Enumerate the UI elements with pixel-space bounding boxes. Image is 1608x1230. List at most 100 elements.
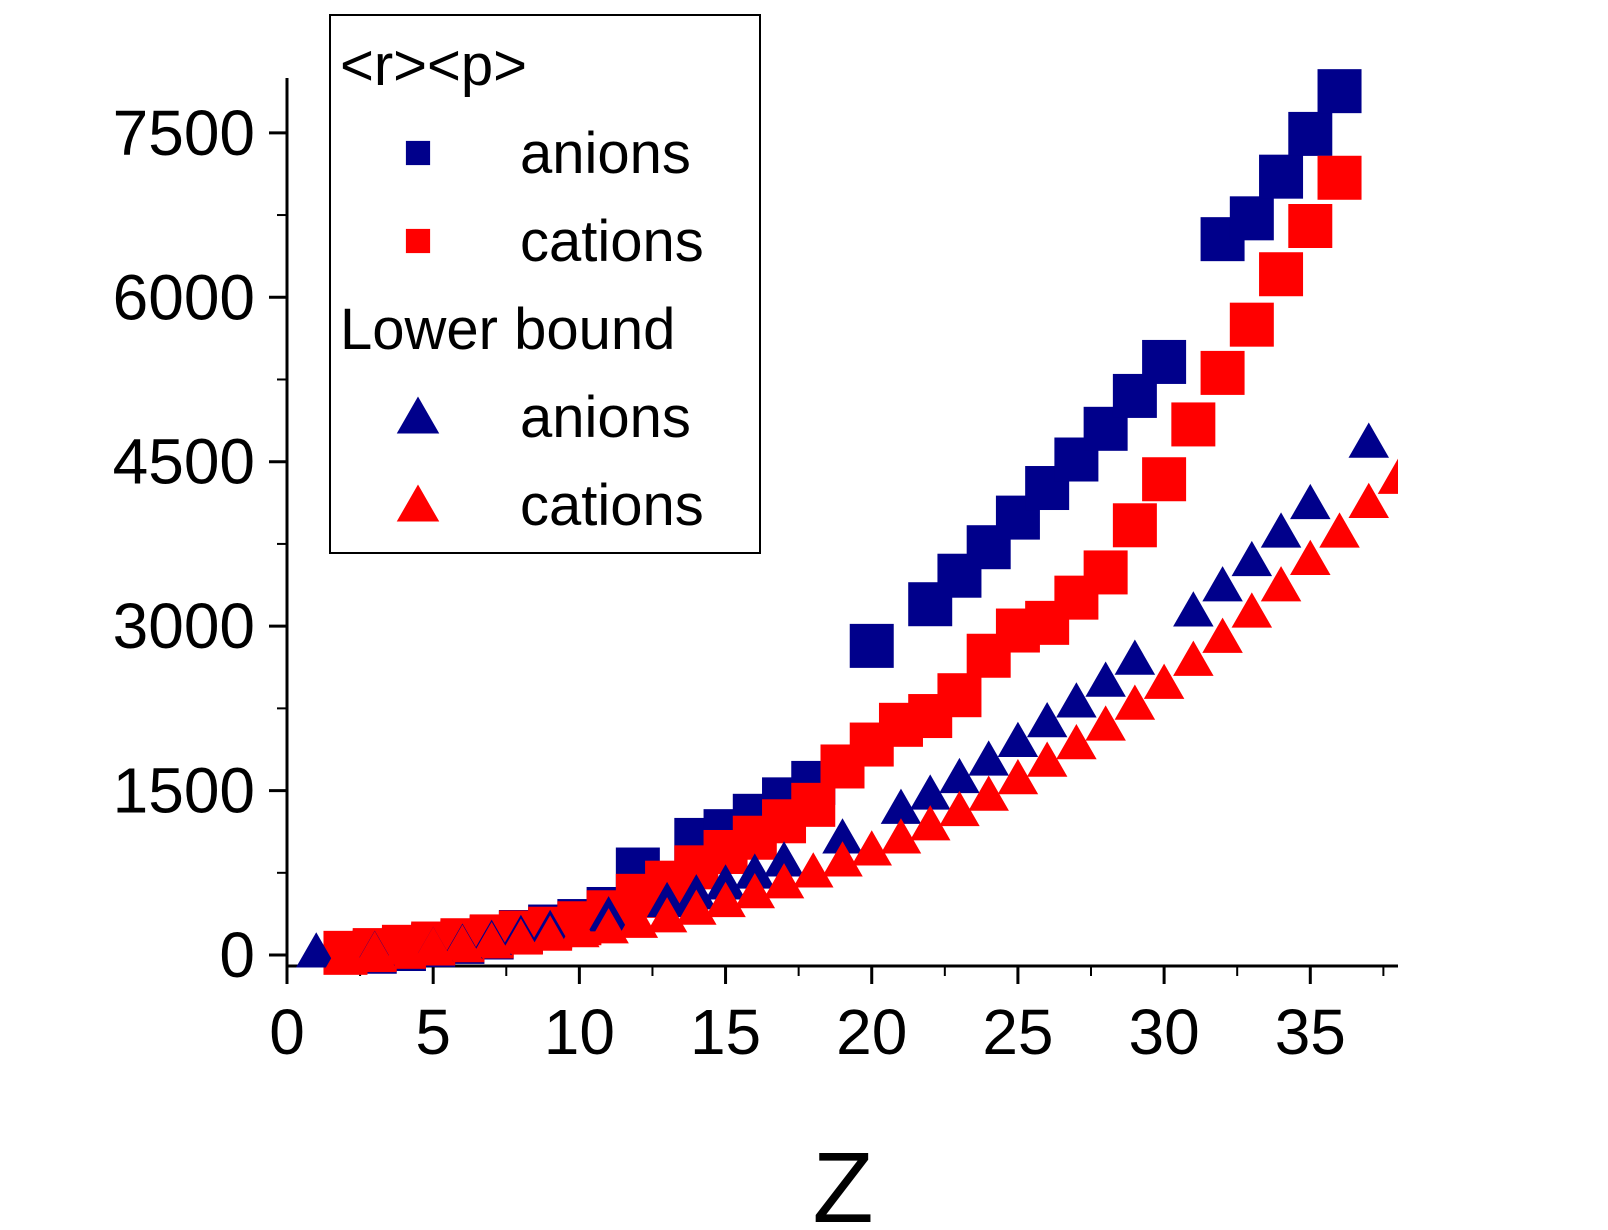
x-tick-label: 30 (1129, 996, 1200, 1068)
data-marks (295, 69, 1398, 975)
data-point-lower-bound-anions (1114, 639, 1156, 675)
data-point-lower-bound-anions (1173, 591, 1214, 627)
data-point-lower-bound-cations (471, 921, 512, 958)
legend-entry-label: cations (520, 209, 704, 274)
data-point-lower-bound-anions (1290, 483, 1331, 520)
data-point-lower-bound-cations (354, 931, 395, 967)
data-point-lower-bound-cations (793, 852, 834, 888)
data-point-rp-cations (1083, 550, 1128, 595)
data-point-lower-bound-cations (1348, 482, 1390, 519)
data-point-lower-bound-cations (968, 775, 1009, 811)
data-point-lower-bound-cations (588, 908, 629, 944)
data-point-lower-bound-anions (909, 774, 951, 810)
data-point-lower-bound-anions (734, 853, 776, 889)
data-point-rp-cations (1171, 402, 1216, 447)
legend-group-title: Lower bound (340, 297, 675, 362)
legend-entry-label: cations (520, 473, 704, 538)
data-point-lower-bound-cations (559, 911, 600, 948)
x-tick-label: 5 (415, 996, 451, 1068)
y-tick-label: 3000 (113, 590, 255, 662)
data-point-lower-bound-cations (1231, 592, 1273, 628)
data-point-lower-bound-cations (325, 933, 366, 969)
data-point-lower-bound-anions (1085, 661, 1126, 697)
y-tick-label: 7500 (113, 97, 255, 169)
data-point-lower-bound-cations (997, 759, 1039, 795)
data-point-lower-bound-anions (1202, 566, 1243, 602)
data-point-lower-bound-cations (1173, 640, 1214, 676)
x-tick-label: 35 (1275, 996, 1346, 1068)
data-point-lower-bound-cations (763, 863, 805, 899)
legend-marker (405, 228, 431, 254)
data-point-rp-cations (1317, 155, 1362, 200)
data-point-lower-bound-cations (1114, 684, 1156, 720)
data-point-rp-cations (1200, 350, 1245, 395)
legend-box (329, 14, 761, 554)
data-point-rp-anions (1142, 339, 1187, 384)
legend: <r><p> anions cations Lower bound anions cati… (329, 14, 761, 554)
data-point-lower-bound-anions (1056, 682, 1097, 718)
x-tick-label: 15 (690, 996, 761, 1068)
legend-group-title: <r><p> (340, 33, 527, 98)
data-point-lower-bound-cations (500, 918, 542, 954)
data-point-lower-bound-cations (1202, 617, 1243, 653)
data-point-lower-bound-cations (412, 926, 454, 963)
data-point-lower-bound-cations (851, 830, 892, 866)
data-point-lower-bound-cations (1290, 539, 1331, 576)
data-point-rp-anions (1288, 111, 1333, 156)
legend-marker (396, 484, 440, 522)
y-tick-label: 6000 (113, 261, 255, 333)
x-axis-title: Z (812, 1132, 873, 1230)
data-point-lower-bound-cations (529, 915, 571, 951)
x-tick-label: 25 (982, 996, 1053, 1068)
data-point-lower-bound-anions (1231, 540, 1273, 577)
data-point-rp-cations (1288, 204, 1333, 248)
data-point-lower-bound-cations (734, 873, 776, 909)
data-point-lower-bound-cations (880, 818, 922, 854)
data-point-lower-bound-cations (822, 841, 863, 877)
legend-marker (396, 396, 440, 434)
data-point-lower-bound-anions (1026, 702, 1068, 738)
data-point-lower-bound-cations (1026, 741, 1068, 777)
data-point-lower-bound-cations (939, 790, 980, 827)
data-point-lower-bound-cations (1143, 663, 1185, 699)
y-tick-label: 1500 (113, 755, 255, 827)
data-point-lower-bound-anions (763, 841, 805, 877)
x-tick-label: 10 (544, 996, 615, 1068)
data-point-lower-bound-anions (1260, 512, 1302, 548)
data-point-rp-anions (1317, 69, 1362, 114)
data-point-lower-bound-cations (442, 924, 483, 960)
y-tick-label: 0 (219, 919, 255, 991)
data-point-rp-anions (1259, 154, 1304, 199)
data-point-lower-bound-anions (997, 721, 1039, 758)
data-point-lower-bound-cations (909, 805, 951, 841)
legend-entry-label: anions (520, 121, 691, 186)
series-lower-bound-cations (325, 458, 1398, 969)
axes: 0 5 10 15 20 25 30 35 0 1500 3000 4500 6000 7500 (113, 78, 1398, 1068)
legend-entry-label: anions (520, 385, 691, 450)
data-point-lower-bound-cations (1085, 705, 1126, 741)
x-tick-label: 0 (269, 996, 305, 1068)
data-point-rp-anions (849, 623, 894, 668)
data-point-lower-bound-anions (1348, 422, 1390, 458)
data-point-rp-cations (937, 673, 982, 718)
data-point-lower-bound-cations (1260, 566, 1302, 602)
x-tick-label: 20 (836, 996, 907, 1068)
data-point-lower-bound-cations (1056, 723, 1097, 760)
data-point-rp-cations (1229, 302, 1274, 347)
data-point-rp-cations (1112, 503, 1157, 548)
data-point-rp-anions (1229, 196, 1274, 241)
data-point-lower-bound-cations (1377, 458, 1398, 494)
data-point-lower-bound-cations (1319, 512, 1360, 548)
data-point-lower-bound-anions (880, 788, 922, 824)
data-point-lower-bound-anions (968, 740, 1009, 776)
data-point-rp-cations (791, 782, 836, 827)
data-point-lower-bound-anions (939, 757, 980, 794)
y-tick-label: 4500 (113, 426, 255, 498)
data-point-lower-bound-anions (295, 932, 337, 968)
data-point-lower-bound-cations (383, 928, 425, 965)
data-point-rp-cations (1142, 457, 1187, 502)
data-point-lower-bound-anions (822, 818, 863, 854)
data-point-lower-bound-cations (617, 902, 659, 938)
data-point-rp-cations (1259, 252, 1304, 297)
